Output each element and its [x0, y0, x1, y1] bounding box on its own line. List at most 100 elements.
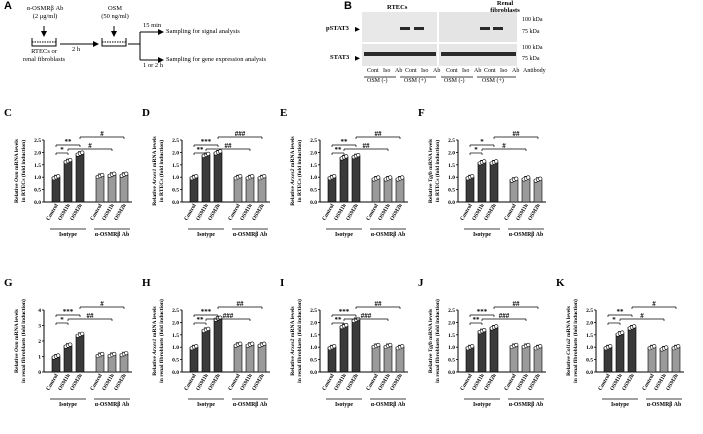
sig-ctrl-2h-label: **	[341, 138, 349, 146]
data-point	[608, 344, 613, 349]
data-point	[470, 344, 475, 349]
y-axis-label-2: in renal fibroblasts (fold induction)	[572, 299, 579, 383]
group-label-isotype: Isotype	[197, 402, 215, 408]
y-axis-rest: mRNA levels	[14, 138, 20, 171]
y-tick-label: 0.5	[172, 358, 179, 364]
y-axis-gene-name: Arxes1	[152, 168, 158, 185]
bar	[213, 152, 223, 203]
y-tick-label: 1.0	[172, 175, 179, 181]
bar	[107, 174, 117, 203]
sig-2h-ab-label: ##	[513, 300, 521, 308]
y-tick-label: 0.0	[172, 370, 179, 376]
sig-ctrl-1h-label: **	[335, 316, 343, 324]
bar	[371, 178, 381, 203]
y-axis-label-2: in RTECs (fold induction)	[296, 140, 303, 202]
y-axis-gene-name: Tgfb	[428, 171, 434, 182]
western-blot	[362, 12, 517, 66]
lane-label: Ab	[474, 68, 482, 74]
group-label-ab: α-OSMRβ Ab	[509, 232, 543, 238]
bar	[395, 178, 405, 203]
y-tick-label: 2.0	[34, 150, 41, 156]
sig-ctrl-2h-label: **	[65, 138, 73, 146]
time-1or2h: 1 or 2 h	[143, 62, 164, 69]
x-tick-label: OSM2h	[113, 203, 127, 222]
y-axis-rest: mRNA levels	[152, 305, 158, 338]
y-axis-gene-name: Col1a2	[566, 338, 572, 355]
sig-ctrl-1h-label: **	[197, 316, 205, 324]
group-label-isotype: Isotype	[59, 402, 77, 408]
bar	[395, 346, 405, 373]
panel-letter: C	[4, 107, 12, 119]
bar	[119, 174, 129, 203]
y-tick-label: 0.0	[448, 200, 455, 206]
lane-label: Iso	[421, 68, 429, 74]
y-tick-label: 4	[38, 308, 41, 314]
data-point	[388, 175, 393, 180]
y-tick-label: 0.0	[34, 200, 41, 206]
y-axis-prefix: Relative	[152, 185, 158, 206]
data-point	[80, 331, 85, 336]
bar	[75, 334, 85, 373]
lane-label: Iso	[462, 68, 470, 74]
sig-ctrl-2h-label: ***	[477, 308, 488, 316]
data-point	[514, 176, 519, 181]
panel-letter: I	[280, 277, 284, 289]
y-tick-label: 2.5	[172, 308, 179, 314]
lane-label: Cont	[446, 68, 458, 74]
y-axis-gene-name: Osm	[14, 171, 20, 182]
bar	[257, 344, 267, 373]
data-point	[482, 159, 487, 164]
bar	[339, 157, 349, 203]
group-label-ab: α-OSMRβ Ab	[233, 232, 267, 238]
bar	[647, 346, 657, 373]
y-tick-label: 1.0	[310, 175, 317, 181]
data-point	[100, 351, 105, 357]
chart-panel-f: F Relative Tgfb mRNA levels in RTECs (fold…	[418, 107, 546, 238]
y-axis-label-2: in renal fibroblasts (fold induction)	[434, 299, 441, 383]
bar	[371, 345, 381, 373]
lane-label: Cont	[405, 68, 417, 74]
x-tick-label: OSM2h	[389, 373, 403, 392]
bar	[213, 318, 223, 373]
y-tick-label: 2.0	[172, 320, 179, 326]
y-axis-prefix: Relative	[14, 182, 20, 203]
lane-label: Iso	[383, 68, 391, 74]
marker-100-bot: 100 kDa	[522, 45, 543, 51]
y-tick-label: 2.5	[172, 138, 179, 144]
y-axis-label-2: in renal fibroblasts (fold induction)	[20, 299, 27, 383]
data-point	[56, 353, 61, 358]
data-point	[470, 174, 475, 179]
sig-2h-ab-label: ##	[513, 130, 521, 138]
sig-ctrl-1h-label: *	[60, 316, 64, 324]
y-tick-label: 2.0	[586, 320, 593, 326]
data-point	[632, 324, 637, 329]
data-point	[80, 150, 85, 155]
y-axis-rest: mRNA levels	[152, 135, 158, 168]
x-tick-label: OSM2h	[251, 373, 265, 392]
data-point	[676, 344, 681, 349]
x-tick-label: OSM2h	[207, 373, 221, 392]
group-label-ab: α-OSMRβ Ab	[509, 402, 543, 408]
x-tick-label: OSM2h	[483, 203, 497, 222]
y-axis-gene-name: Arxes1	[152, 338, 158, 355]
group-label-ab: α-OSMRβ Ab	[371, 232, 405, 238]
sig-1h-ab-label: ##	[363, 142, 371, 150]
x-tick-label: OSM2h	[113, 373, 127, 392]
sig-2h-ab-label: ###	[235, 130, 246, 138]
y-tick-label: 0.0	[310, 370, 317, 376]
lane-label: Ab	[395, 68, 403, 74]
chart-panel-g: G Relative Osm mRNA levels in renal fibrob…	[4, 277, 132, 408]
sig-ctrl-2h-label: **	[617, 308, 625, 316]
sig-2h-ab-label: #	[100, 300, 104, 308]
data-point	[250, 341, 255, 346]
y-tick-label: 0.0	[172, 200, 179, 206]
data-point	[68, 342, 73, 347]
osm-label: OSM	[107, 5, 123, 12]
y-axis-prefix: Relative	[428, 182, 434, 203]
bar	[327, 176, 337, 203]
osm-neg-2: OSM (-)	[444, 78, 465, 84]
sampling-signal: Sampling for signal analysis	[166, 28, 240, 35]
data-point	[494, 159, 499, 164]
cells-line1: RTECs or	[31, 48, 57, 55]
bar	[477, 330, 487, 373]
